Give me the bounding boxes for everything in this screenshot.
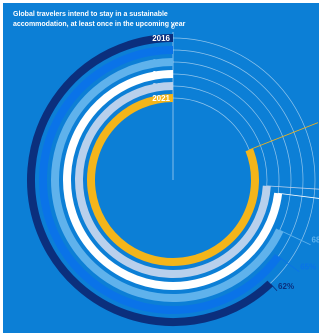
bar-2016 <box>27 34 273 326</box>
bar-2021 <box>87 94 259 266</box>
value-label-2017: 65% <box>300 263 316 272</box>
year-label-2019: 2019 <box>152 70 170 79</box>
leader-2018 <box>279 229 311 246</box>
leader-2020 <box>266 185 319 190</box>
bars <box>27 34 284 326</box>
leader-2017 <box>277 256 300 273</box>
leader-lines <box>249 122 319 292</box>
value-label-2016: 62% <box>278 282 294 291</box>
chart-title: Global travelers intend to stay in a sus… <box>13 11 186 28</box>
bar-2018 <box>51 58 284 302</box>
bar-2019 <box>63 70 283 290</box>
year-label-2020: 2020 <box>152 82 170 91</box>
labels: 201662%201765%201868%201973%202074%20218… <box>152 34 319 291</box>
leader-2021 <box>249 122 319 151</box>
axis-zero-tick: 0 <box>171 24 175 31</box>
value-label-2018: 68% <box>312 236 319 245</box>
bar-2017 <box>39 46 282 314</box>
bar-2020 <box>75 82 271 278</box>
year-label-2017: 2017 <box>152 46 170 55</box>
leader-2016 <box>269 283 278 292</box>
year-label-2018: 2018 <box>152 58 170 67</box>
chart-panel: 201662%201765%201868%201973%202074%20218… <box>3 3 319 333</box>
year-label-2016: 2016 <box>152 34 170 43</box>
leader-2019 <box>278 192 319 199</box>
radial-chart: 201662%201765%201868%201973%202074%20218… <box>3 3 319 333</box>
year-label-2021: 2021 <box>152 94 170 103</box>
